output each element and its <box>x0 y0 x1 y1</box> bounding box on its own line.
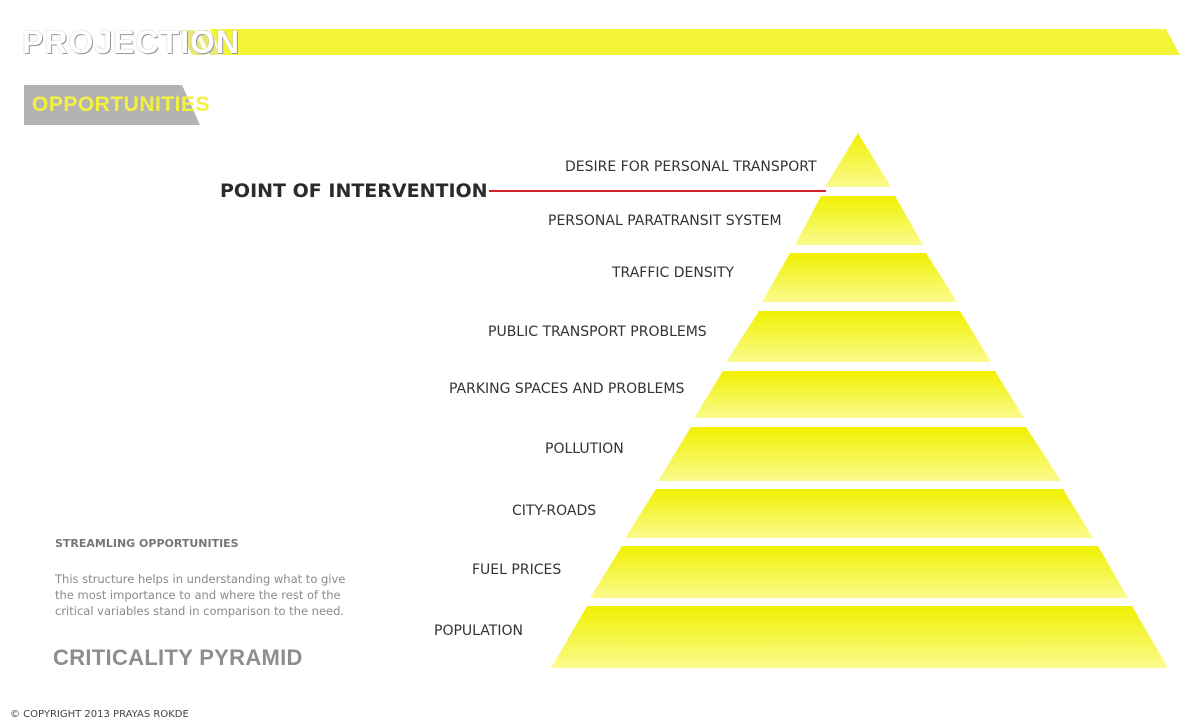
pyramid-tier-1 <box>825 133 891 187</box>
notes-line-3: critical variables stand in comparison t… <box>55 604 345 618</box>
tier-label-fuel-prices: FUEL PRICES <box>472 562 562 578</box>
section-tab-background <box>24 85 200 125</box>
header-accent-bar <box>180 29 1180 55</box>
tier-label-public-transport: PUBLIC TRANSPORT PROBLEMS <box>488 324 707 340</box>
tier-label-pollution: POLLUTION <box>545 441 624 457</box>
tier-label-parking: PARKING SPACES AND PROBLEMS <box>449 381 685 397</box>
pyramid-tier-6 <box>658 427 1061 481</box>
pyramid-tier-8 <box>590 546 1128 598</box>
header-yellow-band <box>210 29 1180 55</box>
tier-label-population: POPULATION <box>434 623 523 639</box>
tier-label-desire: DESIRE FOR PERSONAL TRANSPORT <box>565 159 817 175</box>
tier-label-city-roads: CITY-ROADS <box>512 503 597 519</box>
pyramid-tier-7 <box>625 489 1093 538</box>
notes-line-1: This structure helps in understanding wh… <box>55 572 346 586</box>
point-of-intervention-label: POINT OF INTERVENTION <box>220 180 488 202</box>
intervention-line <box>489 190 826 192</box>
section-label: OPPORTUNITIES <box>32 93 211 116</box>
pyramid-tier-3 <box>762 253 957 302</box>
copyright-footer: © COPYRIGHT 2013 PRAYAS ROKDE <box>10 709 189 720</box>
header-stripe-1 <box>180 30 206 55</box>
header: PROJECTION <box>0 0 1200 70</box>
pyramid-tier-5 <box>694 371 1024 418</box>
pyramid-tier-2 <box>795 196 923 245</box>
notes-line-2: the most importance to and where the res… <box>55 588 341 602</box>
pyramid-tier-9 <box>551 606 1168 668</box>
tier-label-traffic: TRAFFIC DENSITY <box>612 265 734 281</box>
notes-title: STREAMLING OPPORTUNITIES <box>55 537 239 550</box>
section-tab: OPPORTUNITIES <box>24 85 210 125</box>
notes-body: This structure helps in understanding wh… <box>55 571 345 619</box>
page-title: PROJECTION <box>22 24 241 60</box>
diagram-title: CRITICALITY PYRAMID <box>53 645 303 670</box>
header-stripe-2 <box>198 30 220 55</box>
tier-label-paratransit: PERSONAL PARATRANSIT SYSTEM <box>548 213 782 229</box>
pyramid-tier-4 <box>726 311 991 362</box>
